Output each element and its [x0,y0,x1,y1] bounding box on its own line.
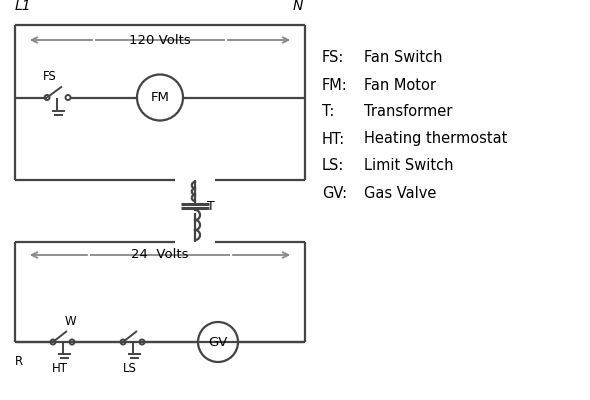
Text: FM: FM [150,91,169,104]
Text: LS: LS [123,362,137,375]
Text: FM:: FM: [322,78,348,92]
Text: W: W [64,315,76,328]
Text: GV:: GV: [322,186,347,200]
Text: N: N [293,0,303,13]
Text: LS:: LS: [322,158,345,174]
Text: 120 Volts: 120 Volts [129,34,191,46]
Text: GV: GV [208,336,228,348]
Text: Transformer: Transformer [364,104,453,120]
Text: Gas Valve: Gas Valve [364,186,437,200]
Text: R: R [15,355,23,368]
Text: T:: T: [322,104,335,120]
Text: 24  Volts: 24 Volts [131,248,189,262]
Text: HT: HT [52,362,68,375]
Text: Fan Switch: Fan Switch [364,50,442,66]
Text: L1: L1 [15,0,32,13]
Text: FS: FS [43,70,57,84]
Text: Fan Motor: Fan Motor [364,78,436,92]
Text: T: T [207,200,215,212]
Text: HT:: HT: [322,132,345,146]
Text: Heating thermostat: Heating thermostat [364,132,507,146]
Text: FS:: FS: [322,50,345,66]
Text: Limit Switch: Limit Switch [364,158,454,174]
